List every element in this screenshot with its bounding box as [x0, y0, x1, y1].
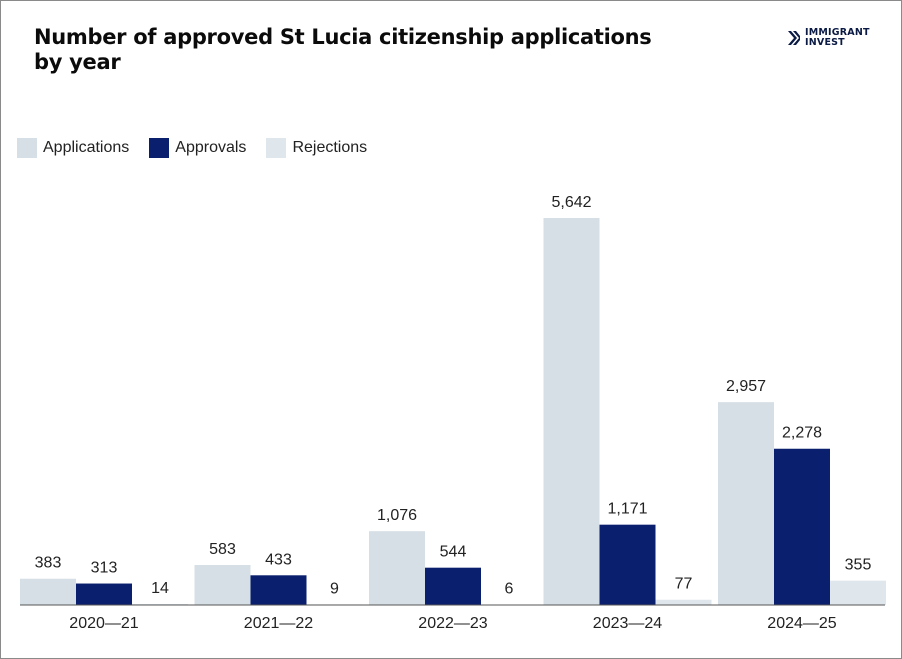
bar-approvals-3	[599, 524, 656, 605]
data-label-applications-0: 383	[35, 555, 62, 572]
bar-rejections-4	[830, 580, 886, 605]
x-tick-label-1: 2021—22	[244, 615, 313, 632]
x-tick-label-4: 2024—25	[767, 615, 836, 632]
bar-rejections-3	[655, 599, 712, 605]
data-label-applications-1: 583	[209, 541, 236, 558]
legend-label-applications: Applications	[43, 139, 130, 156]
data-label-approvals-3: 1,171	[607, 501, 647, 518]
data-label-approvals-0: 313	[91, 560, 118, 577]
data-label-approvals-1: 433	[265, 551, 292, 568]
data-label-rejections-3: 77	[675, 576, 693, 593]
data-label-rejections-2: 6	[505, 581, 514, 598]
bar-applications-3	[543, 218, 600, 605]
data-label-applications-3: 5,642	[551, 194, 591, 211]
bar-applications-2	[369, 531, 425, 605]
bar-applications-0	[20, 578, 76, 605]
bar-approvals-4	[774, 448, 830, 605]
logo-text-line2: INVEST	[805, 37, 845, 48]
bar-applications-4	[718, 402, 774, 605]
legend-swatch-applications	[17, 138, 37, 158]
data-label-rejections-0: 14	[151, 580, 169, 597]
legend-label-approvals: Approvals	[175, 139, 247, 156]
bar-approvals-1	[250, 575, 307, 605]
legend-swatch-rejections	[266, 138, 287, 158]
bar-approvals-0	[76, 583, 132, 605]
data-label-rejections-4: 355	[845, 557, 872, 574]
legend-item-applications: Applications	[17, 138, 129, 158]
logo-chevron-icon	[788, 31, 800, 45]
chart-title: Number of approved St Lucia citizenship …	[34, 25, 652, 74]
legend-swatch-approvals	[149, 138, 170, 158]
data-label-rejections-1: 9	[330, 580, 339, 597]
data-label-applications-4: 2,957	[726, 378, 766, 395]
legend-label-rejections: Rejections	[292, 139, 368, 156]
x-tick-label-3: 2023—24	[593, 615, 662, 632]
bar-approvals-2	[425, 567, 481, 605]
data-label-approvals-2: 544	[440, 544, 467, 561]
bar-applications-1	[194, 565, 251, 605]
x-tick-label-0: 2020—21	[69, 615, 138, 632]
logo-text-line1: IMMIGRANT	[805, 27, 870, 38]
data-label-approvals-4: 2,278	[782, 425, 822, 442]
x-tick-label-2: 2022—23	[418, 615, 487, 632]
legend-item-rejections: Rejections	[266, 138, 367, 158]
legend-item-approvals: Approvals	[149, 138, 246, 158]
data-label-applications-2: 1,076	[377, 507, 417, 524]
legend: Applications Approvals Rejections	[17, 138, 387, 158]
